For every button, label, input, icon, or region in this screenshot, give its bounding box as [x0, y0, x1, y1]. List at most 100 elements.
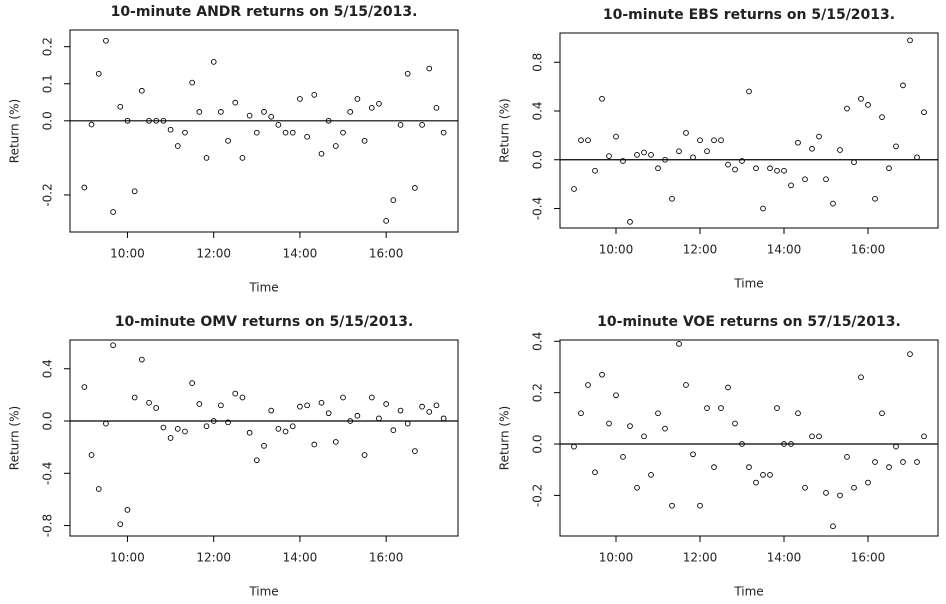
data-point [893, 143, 899, 150]
data-point [816, 433, 822, 440]
data-point [289, 129, 296, 136]
data-point [189, 380, 195, 386]
data-point [275, 426, 282, 432]
data-point [268, 113, 275, 120]
data-point [419, 122, 425, 128]
data-point [361, 137, 368, 144]
data-point [676, 341, 682, 347]
data-point [676, 148, 682, 155]
data-point [318, 399, 325, 406]
data-point [88, 452, 95, 458]
data-point [795, 410, 801, 417]
x-tick-label: 16:00 [369, 551, 404, 565]
data-point [627, 423, 633, 429]
x-tick-label: 16:00 [851, 243, 886, 257]
x-tick-label: 16:00 [851, 551, 886, 565]
data-point [174, 426, 181, 432]
data-point [376, 100, 382, 107]
data-point [182, 129, 188, 136]
x-axis-label: Time [248, 585, 278, 599]
panel: 10-minute OMV returns on 5/15/2013. 10:00… [8, 314, 459, 599]
data-point [711, 464, 717, 471]
data-point [592, 469, 598, 476]
data-point [404, 420, 411, 427]
y-tick-label: -0.8 [41, 514, 55, 537]
data-point [697, 502, 703, 509]
data-point [333, 143, 339, 149]
data-point [261, 109, 267, 115]
data-point [95, 70, 102, 77]
data-point [304, 402, 310, 409]
data-point [900, 82, 906, 89]
x-tick-label: 14:00 [283, 551, 318, 565]
data-point [117, 521, 124, 528]
data-point [753, 479, 759, 486]
plot-frame [559, 32, 939, 229]
data-point [318, 150, 325, 157]
y-tick-label: -0.4 [41, 462, 55, 485]
data-point [426, 65, 433, 72]
data-point [837, 492, 843, 499]
data-point [160, 424, 167, 431]
y-tick-label: 0.0 [41, 411, 55, 430]
data-point [218, 402, 224, 409]
chart-title: 10-minute EBS returns on 5/15/2013. [603, 7, 895, 23]
data-point [433, 402, 440, 409]
data-point [802, 176, 808, 183]
data-point [203, 423, 210, 430]
data-point [225, 419, 231, 426]
data-point [426, 409, 433, 415]
data-point [203, 155, 210, 161]
data-point [325, 117, 332, 124]
data-point [774, 405, 780, 411]
data-point [795, 139, 801, 146]
data-point [879, 410, 885, 417]
data-point [311, 441, 318, 448]
x-tick-label: 16:00 [369, 247, 404, 261]
data-point [404, 70, 411, 77]
data-point [210, 59, 217, 65]
data-point [340, 129, 346, 136]
data-point [900, 459, 906, 465]
data-point [397, 122, 404, 128]
data-point [592, 167, 598, 174]
data-point [914, 154, 920, 161]
data-point [865, 479, 871, 486]
data-point [921, 109, 927, 116]
data-point [746, 464, 752, 471]
data-point [760, 472, 766, 478]
data-point [830, 200, 836, 207]
data-point [767, 165, 773, 172]
data-point [95, 486, 102, 492]
data-point [368, 394, 375, 401]
data-point [886, 464, 892, 471]
data-point [599, 95, 605, 102]
plot-frame [69, 339, 459, 537]
data-point [907, 37, 913, 44]
data-point [620, 454, 626, 460]
data-point [103, 37, 109, 44]
data-point [81, 384, 88, 390]
data-point [282, 129, 289, 136]
data-point [110, 342, 116, 349]
data-point [648, 472, 654, 478]
data-point [182, 428, 188, 435]
x-axis-label: Time [733, 277, 763, 291]
data-point [655, 165, 661, 172]
data-point [124, 507, 131, 513]
data-point [253, 457, 260, 464]
x-tick-label: 12:00 [196, 247, 231, 261]
data-point [297, 403, 303, 410]
data-point [412, 185, 418, 191]
data-point [81, 184, 88, 191]
y-axis-label: Return (%) [8, 406, 22, 470]
data-point [690, 154, 696, 161]
data-point [641, 149, 647, 156]
data-point [613, 133, 619, 140]
data-point [704, 148, 710, 155]
data-point [225, 137, 231, 144]
y-tick-label: -0.2 [41, 183, 55, 206]
data-point [760, 205, 766, 212]
data-point [725, 384, 731, 391]
